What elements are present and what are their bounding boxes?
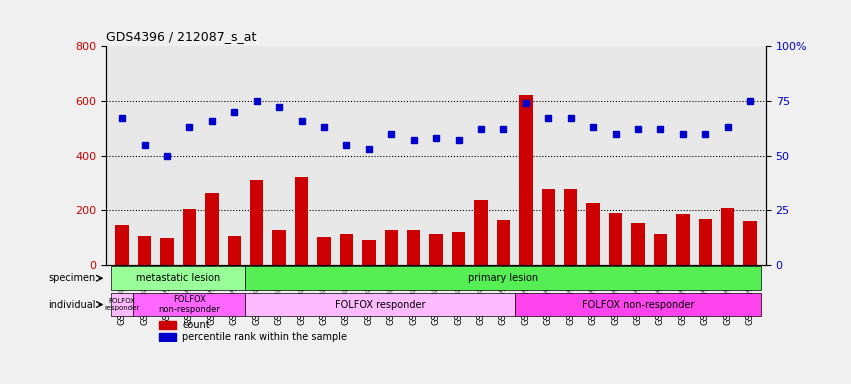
Bar xyxy=(541,189,555,265)
Text: count: count xyxy=(182,320,210,330)
Bar xyxy=(294,177,308,265)
Bar xyxy=(430,233,443,265)
Bar xyxy=(631,223,645,265)
Bar xyxy=(519,95,533,265)
Bar xyxy=(138,236,151,265)
Bar xyxy=(116,225,129,265)
Bar xyxy=(250,180,264,265)
Bar xyxy=(407,230,420,265)
Bar xyxy=(160,238,174,265)
Bar xyxy=(677,214,689,265)
Bar xyxy=(205,192,219,265)
FancyBboxPatch shape xyxy=(111,293,134,316)
Bar xyxy=(654,234,667,265)
Bar xyxy=(452,232,465,265)
Text: percentile rank within the sample: percentile rank within the sample xyxy=(182,332,347,342)
Bar xyxy=(608,212,622,265)
Bar xyxy=(159,321,175,328)
Bar xyxy=(699,219,712,265)
Bar xyxy=(183,209,196,265)
Bar xyxy=(385,230,398,265)
Text: metastatic lesion: metastatic lesion xyxy=(136,273,220,283)
Bar xyxy=(564,189,578,265)
Text: primary lesion: primary lesion xyxy=(468,273,539,283)
Bar xyxy=(272,230,286,265)
Text: GDS4396 / 212087_s_at: GDS4396 / 212087_s_at xyxy=(106,30,257,43)
FancyBboxPatch shape xyxy=(245,266,762,290)
FancyBboxPatch shape xyxy=(111,266,245,290)
Bar xyxy=(474,200,488,265)
Bar xyxy=(721,208,734,265)
Text: specimen: specimen xyxy=(48,273,95,283)
Bar xyxy=(744,221,757,265)
Bar xyxy=(317,237,331,265)
Bar xyxy=(159,333,175,341)
FancyBboxPatch shape xyxy=(245,293,515,316)
FancyBboxPatch shape xyxy=(134,293,245,316)
Bar xyxy=(227,237,241,265)
Bar xyxy=(586,203,600,265)
Text: FOLFOX non-responder: FOLFOX non-responder xyxy=(582,300,694,310)
Bar xyxy=(497,220,510,265)
Bar xyxy=(340,235,353,265)
Bar xyxy=(363,240,375,265)
Text: individual: individual xyxy=(48,300,95,310)
Text: FOLFOX
responder: FOLFOX responder xyxy=(105,298,140,311)
FancyBboxPatch shape xyxy=(515,293,762,316)
Text: FOLFOX
non-responder: FOLFOX non-responder xyxy=(158,295,220,314)
Text: FOLFOX responder: FOLFOX responder xyxy=(334,300,426,310)
